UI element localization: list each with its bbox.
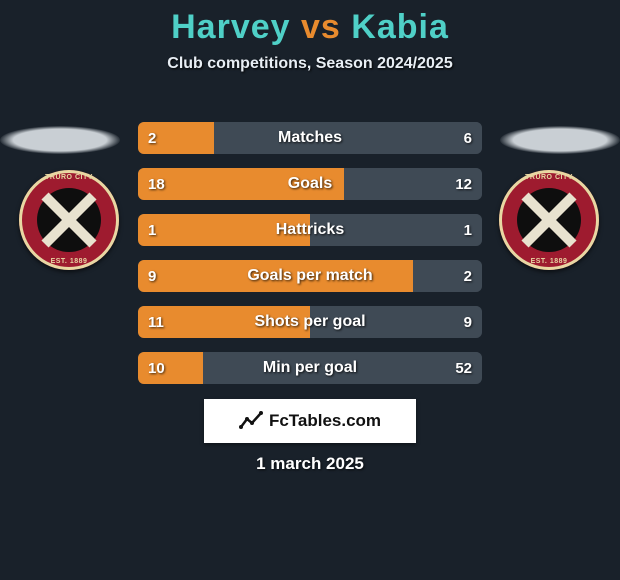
stat-bar-right — [214, 122, 482, 154]
stat-row: 119Shots per goal — [138, 306, 482, 338]
stat-value-left: 18 — [148, 168, 165, 200]
stat-bar-left — [138, 214, 310, 246]
stat-value-left: 11 — [148, 306, 164, 338]
brand-badge[interactable]: FcTables.com — [204, 399, 416, 443]
stat-value-right: 1 — [464, 214, 472, 246]
vs-label: vs — [301, 8, 341, 46]
avatar-platform-left — [0, 126, 120, 154]
subtitle: Club competitions, Season 2024/2025 — [0, 55, 620, 73]
saltire-icon — [37, 188, 101, 252]
stat-bar-right — [310, 214, 482, 246]
player-a-name: Harvey — [171, 8, 290, 46]
stat-row: 1052Min per goal — [138, 352, 482, 384]
saltire-icon — [517, 188, 581, 252]
crest-top-text: TRURO CITY — [499, 174, 599, 181]
stat-value-right: 6 — [464, 122, 472, 154]
stat-bar-left — [138, 260, 413, 292]
stat-bar-left — [138, 168, 344, 200]
fctables-logo-icon — [239, 409, 263, 433]
crest-bottom-text: EST. 1889 — [499, 258, 599, 265]
stat-value-right: 2 — [464, 260, 472, 292]
stat-value-left: 9 — [148, 260, 156, 292]
page-title: Harvey vs Kabia — [0, 0, 620, 47]
stat-value-right: 12 — [455, 168, 472, 200]
stat-value-left: 2 — [148, 122, 156, 154]
comparison-bars: 26Matches1812Goals11Hattricks92Goals per… — [138, 122, 482, 398]
club-crest-left: TRURO CITY EST. 1889 — [19, 170, 119, 270]
brand-text: FcTables.com — [269, 411, 381, 431]
crest-bottom-text: EST. 1889 — [19, 258, 119, 265]
stat-value-right: 52 — [455, 352, 472, 384]
stat-value-right: 9 — [464, 306, 472, 338]
stat-value-left: 10 — [148, 352, 165, 384]
stat-row: 11Hattricks — [138, 214, 482, 246]
avatar-platform-right — [500, 126, 620, 154]
crest-inner-left — [37, 188, 101, 252]
snapshot-date: 1 march 2025 — [0, 454, 620, 474]
crest-top-text: TRURO CITY — [19, 174, 119, 181]
player-b-name: Kabia — [351, 8, 449, 46]
stat-bar-right — [203, 352, 482, 384]
stat-value-left: 1 — [148, 214, 156, 246]
club-crest-right: TRURO CITY EST. 1889 — [499, 170, 599, 270]
stat-bar-right — [310, 306, 482, 338]
stat-row: 26Matches — [138, 122, 482, 154]
stat-row: 92Goals per match — [138, 260, 482, 292]
crest-inner-right — [517, 188, 581, 252]
stat-row: 1812Goals — [138, 168, 482, 200]
